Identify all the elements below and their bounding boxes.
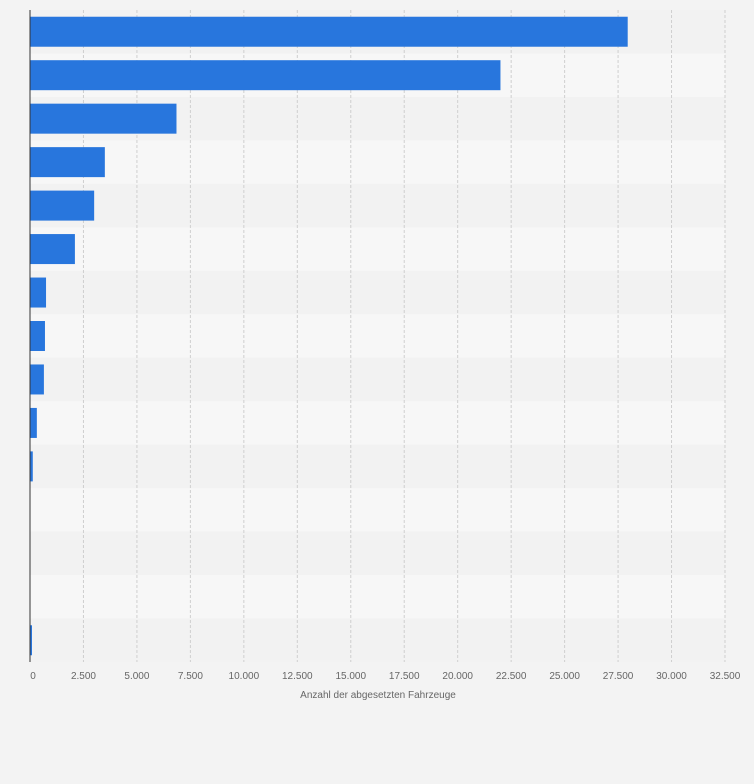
- row-band: [30, 314, 725, 358]
- x-tick-label: 12.500: [282, 671, 313, 682]
- x-tick-label: 10.000: [229, 671, 260, 682]
- bar: [30, 625, 32, 656]
- bar: [30, 103, 177, 134]
- row-band: [30, 575, 725, 619]
- bar: [30, 407, 37, 438]
- row-band: [30, 401, 725, 445]
- row-band: [30, 357, 725, 402]
- bar: [30, 16, 628, 47]
- row-band: [30, 444, 725, 489]
- bar: [30, 190, 95, 221]
- row-band: [30, 488, 725, 532]
- bar: [30, 60, 501, 91]
- row-bands: [30, 10, 725, 662]
- row-band: [30, 183, 725, 228]
- x-axis-tick-labels: 0 2.500 5.000 7.500 10.000 12.500 15.000 17.500…: [30, 671, 741, 682]
- row-band: [30, 227, 725, 271]
- x-tick-label: 15.000: [335, 671, 366, 682]
- bar: [30, 451, 33, 482]
- bar: [30, 321, 45, 351]
- x-tick-label: 32.500: [710, 671, 741, 682]
- row-band: [30, 270, 725, 315]
- bar: [30, 277, 47, 308]
- x-tick-label: 20.000: [442, 671, 473, 682]
- row-band: [30, 531, 725, 576]
- x-tick-label: 30.000: [656, 671, 687, 682]
- row-band: [30, 618, 725, 662]
- x-tick-label: 22.500: [496, 671, 527, 682]
- gridlines: [82, 10, 726, 662]
- x-tick-label: 2.500: [71, 671, 96, 682]
- x-tick-label: 25.000: [549, 671, 580, 682]
- x-tick-label: 7.500: [178, 671, 203, 682]
- bars: [30, 16, 628, 656]
- x-tick-label: 0: [30, 671, 36, 682]
- x-axis-title: Anzahl der abgesetzten Fahrzeuge: [300, 690, 456, 701]
- bar: [30, 147, 105, 178]
- bar: [30, 364, 44, 395]
- x-tick-label: 5.000: [124, 671, 149, 682]
- x-tick-label: 27.500: [603, 671, 634, 682]
- row-band: [30, 140, 725, 184]
- bar: [30, 234, 75, 265]
- x-tick-label: 17.500: [389, 671, 420, 682]
